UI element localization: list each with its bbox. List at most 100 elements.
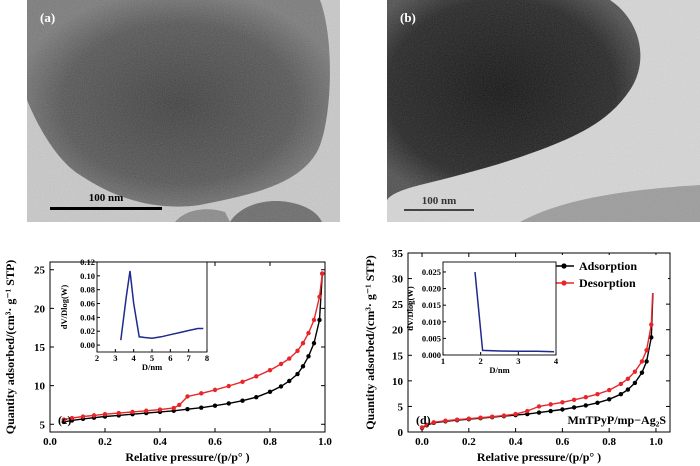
desorption-point <box>525 408 530 414</box>
adsorption-point <box>639 370 645 375</box>
desorption-point <box>548 402 553 407</box>
y-tick-label: 15 <box>34 342 46 354</box>
inset-frame <box>96 261 208 353</box>
x-tick-label: 0.0 <box>415 436 429 448</box>
x-tick-label: 0.6 <box>556 436 570 448</box>
adsorption-point <box>199 405 204 410</box>
adsorption-point <box>267 389 273 395</box>
panel-label: (c) <box>58 413 71 427</box>
inset-x-tick-label: 2 <box>479 356 483 366</box>
y-axis-label: Quantity adsorbed/(cm³· g⁻¹ STP) <box>363 255 377 430</box>
y-tick-label: 10 <box>392 376 404 388</box>
desorption-point <box>606 387 612 393</box>
inset-x-tick-label: 7 <box>187 353 192 363</box>
sample-annotation: MnTPyP/mp−Ag₂S <box>568 413 667 427</box>
adsorption-point <box>300 364 306 369</box>
desorption-point <box>639 359 645 364</box>
inset-y-label: dV/Dlog(W) <box>59 285 69 330</box>
y-tick-label: 35 <box>392 248 404 260</box>
y-tick-label: 30 <box>392 274 404 286</box>
inset-x-tick-label: 1 <box>441 356 445 366</box>
desorption-point <box>91 413 97 418</box>
x-tick-label: 1.0 <box>318 436 332 448</box>
adsorption-point <box>644 359 649 364</box>
desorption-point <box>185 394 190 399</box>
desorption-point <box>320 271 325 276</box>
inset-y-tick-label: 0.010 <box>422 317 441 327</box>
adsorption-point <box>595 400 600 406</box>
x-axis-label: Relative pressure/(p/p° ) <box>477 450 601 464</box>
legend-box <box>552 255 668 293</box>
desorption-point <box>130 409 135 415</box>
desorption-point <box>157 407 163 412</box>
desorption-point <box>466 416 472 421</box>
adsorption-point <box>185 407 190 412</box>
x-tick-label: 0.4 <box>153 436 167 448</box>
desorption-point <box>306 330 311 336</box>
adsorption-point <box>254 395 259 400</box>
y-tick-label: 25 <box>34 265 46 277</box>
x-tick-label: 0.8 <box>263 436 277 448</box>
desorption-point <box>254 374 259 379</box>
adsorption-point <box>583 403 588 408</box>
desorption-point <box>69 415 75 421</box>
inset-x-tick-label: 4 <box>132 353 137 363</box>
desorption-point <box>513 411 518 417</box>
inset-x-label: D/nm <box>142 362 162 372</box>
scale-text-a: 100 nm <box>89 192 124 204</box>
x-tick-label: 0.2 <box>98 436 112 448</box>
desorption-point <box>267 367 273 373</box>
x-tick-label: 0.0 <box>43 436 57 448</box>
x-tick-label: 0.4 <box>509 436 523 448</box>
inset-y-tick-label: 0.015 <box>422 300 441 310</box>
adsorption-point <box>212 403 218 408</box>
tem-image-b <box>387 0 700 222</box>
adsorption-point <box>606 397 612 402</box>
inset-y-tick-label: 0.04 <box>80 312 96 322</box>
adsorption-legend-label: Adsorption <box>579 259 637 273</box>
isotherm-chart-d: 0.0 0.2 0.4 0.6 0.8 1.0 0 5 10 15 20 25 30 35 Relative… <box>363 248 671 464</box>
adsorption-point <box>548 408 553 414</box>
inset-y-tick-label: 0.00 <box>80 340 95 350</box>
scale-bar-b <box>404 209 474 211</box>
x-tick-label: 0.8 <box>602 436 616 448</box>
inset-x-tick-label: 2 <box>95 353 99 363</box>
adsorption-point <box>649 335 654 340</box>
inset-frame <box>442 261 557 356</box>
adsorption-point <box>287 378 292 384</box>
adsorption-point <box>632 380 638 386</box>
inset-y-tick-label: 0.10 <box>80 271 95 281</box>
desorption-point <box>300 340 306 346</box>
adsorption-point <box>295 371 300 377</box>
inset-y-tick-label: 0.005 <box>422 333 441 343</box>
desorption-point <box>61 417 66 422</box>
desorption-point <box>443 418 448 423</box>
y-axis-label: Quantity adsorbed/(cm³· g⁻¹ STP) <box>3 260 17 435</box>
plot-frame <box>407 252 671 433</box>
desorption-point <box>278 361 284 367</box>
inset-x-tick-label: 6 <box>168 353 172 363</box>
desorption-point <box>560 400 565 405</box>
adsorption-point <box>317 317 322 323</box>
desorption-point <box>171 405 176 411</box>
inset-y-tick-label: 0.06 <box>80 299 95 309</box>
adsorption-point <box>525 411 530 417</box>
adsorption-point <box>240 398 245 403</box>
y-tick-label: 15 <box>392 350 404 362</box>
desorption-point <box>632 369 638 374</box>
adsorption-point <box>311 340 317 346</box>
inset-x-tick-label: 3 <box>113 353 117 363</box>
desorption-point <box>212 387 218 393</box>
desorption-point <box>490 414 495 419</box>
x-tick-label: 1.0 <box>649 436 663 448</box>
inset-x-tick-label: 8 <box>205 353 209 363</box>
desorption-legend-marker <box>561 280 567 286</box>
inset-x-tick-label: 3 <box>516 356 520 366</box>
adsorption-point <box>536 410 542 415</box>
desorption-point <box>317 294 322 299</box>
inset-y-tick-label: 0.12 <box>80 257 95 267</box>
desorption-point <box>625 376 631 382</box>
desorption-point <box>295 348 300 354</box>
